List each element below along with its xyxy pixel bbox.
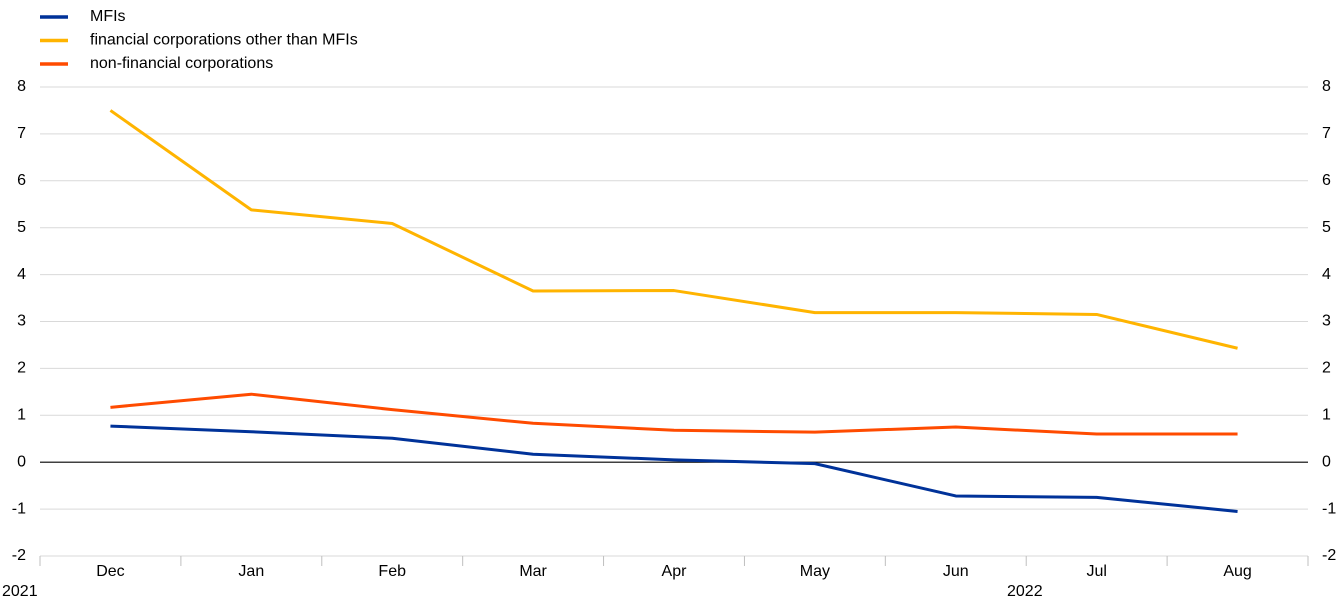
y-tick-label-right: -1 bbox=[1322, 500, 1336, 517]
year-label: 2022 bbox=[1007, 583, 1043, 600]
y-tick-label: -1 bbox=[12, 500, 26, 517]
x-tick-label: Jan bbox=[238, 563, 264, 580]
legend-label: non-financial corporations bbox=[90, 55, 273, 72]
y-tick-label-right: 5 bbox=[1322, 219, 1331, 236]
year-label: 2021 bbox=[2, 583, 38, 600]
y-tick-label: 3 bbox=[17, 313, 26, 330]
x-tick-label: May bbox=[800, 563, 830, 580]
y-tick-label-right: 4 bbox=[1322, 266, 1331, 283]
y-tick-label: 7 bbox=[17, 125, 26, 142]
y-tick-label-right: 7 bbox=[1322, 125, 1331, 142]
y-tick-label-right: 0 bbox=[1322, 453, 1331, 470]
y-tick-label: 1 bbox=[17, 407, 26, 424]
y-tick-label-right: 2 bbox=[1322, 360, 1331, 377]
y-tick-label: -2 bbox=[12, 547, 26, 564]
x-tick-label: Jul bbox=[1086, 563, 1106, 580]
y-tick-label: 4 bbox=[17, 266, 26, 283]
x-tick-label: Aug bbox=[1223, 563, 1251, 580]
series-line bbox=[110, 424, 1238, 513]
legend-label: MFIs bbox=[90, 8, 126, 25]
y-tick-label-right: 3 bbox=[1322, 313, 1331, 330]
x-tick-label: Dec bbox=[96, 563, 124, 580]
y-tick-label-right: 1 bbox=[1322, 407, 1331, 424]
y-tick-label: 5 bbox=[17, 219, 26, 236]
x-tick-label: Jun bbox=[943, 563, 969, 580]
y-tick-label-right: -2 bbox=[1322, 547, 1336, 564]
series-line bbox=[109, 109, 1238, 350]
series-line bbox=[110, 392, 1238, 436]
y-tick-label-right: 6 bbox=[1322, 172, 1331, 189]
y-tick-label-right: 8 bbox=[1322, 78, 1331, 95]
legend-label: financial corporations other than MFIs bbox=[90, 32, 358, 49]
x-tick-label: Mar bbox=[519, 563, 547, 580]
x-tick-label: Apr bbox=[662, 563, 688, 580]
x-tick-label: Feb bbox=[378, 563, 406, 580]
y-tick-label: 2 bbox=[17, 360, 26, 377]
y-tick-label: 0 bbox=[17, 453, 26, 470]
y-tick-label: 8 bbox=[17, 78, 26, 95]
y-tick-label: 6 bbox=[17, 172, 26, 189]
